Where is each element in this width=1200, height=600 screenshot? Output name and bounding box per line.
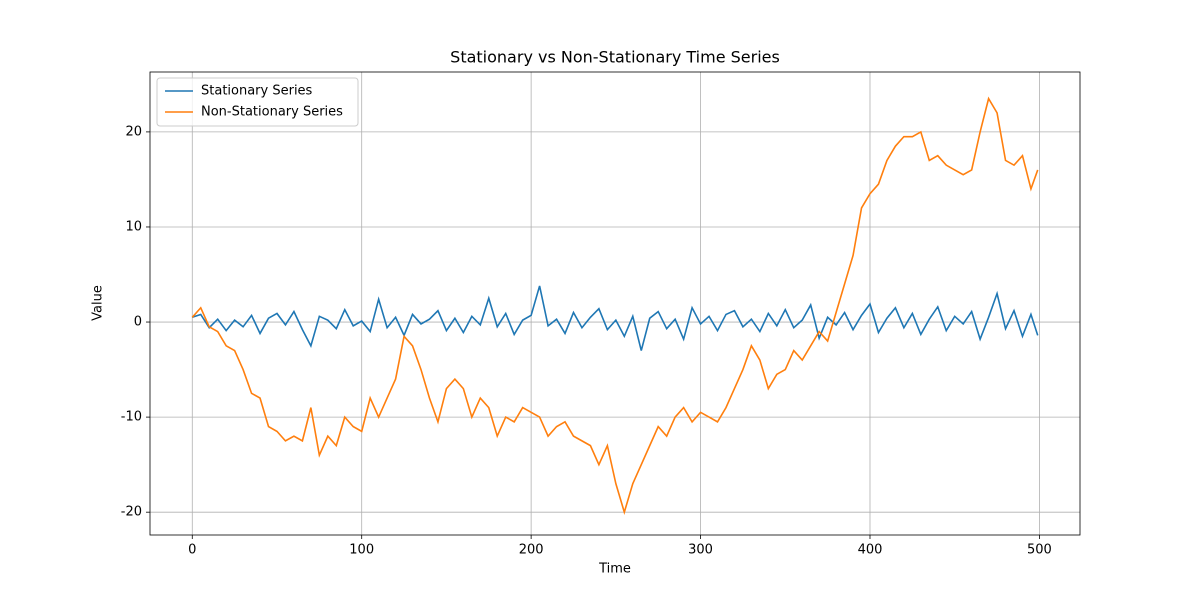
plot-frame bbox=[149, 71, 1081, 536]
x-tick-label: 500 bbox=[1027, 543, 1052, 558]
x-tick-label: 200 bbox=[519, 543, 544, 558]
x-tick-label: 300 bbox=[688, 543, 713, 558]
legend-label: Non-Stationary Series bbox=[201, 105, 343, 120]
x-tick-label: 0 bbox=[188, 543, 196, 558]
y-tick-label: 10 bbox=[125, 219, 142, 234]
x-axis-label: Time bbox=[598, 562, 631, 577]
y-tick-label: -20 bbox=[121, 505, 142, 520]
series-line bbox=[192, 285, 1039, 351]
chart-title: Stationary vs Non-Stationary Time Series bbox=[450, 48, 780, 67]
x-tick-label: 100 bbox=[349, 543, 374, 558]
legend-box bbox=[156, 77, 359, 127]
x-tick-label: 400 bbox=[858, 543, 883, 558]
y-axis-label: Value bbox=[91, 285, 106, 321]
legend-label: Stationary Series bbox=[201, 84, 313, 99]
y-tick-label: 0 bbox=[134, 315, 142, 330]
y-tick-label: -10 bbox=[121, 410, 142, 425]
series-line bbox=[191, 96, 1039, 515]
y-tick-label: 20 bbox=[125, 124, 142, 139]
